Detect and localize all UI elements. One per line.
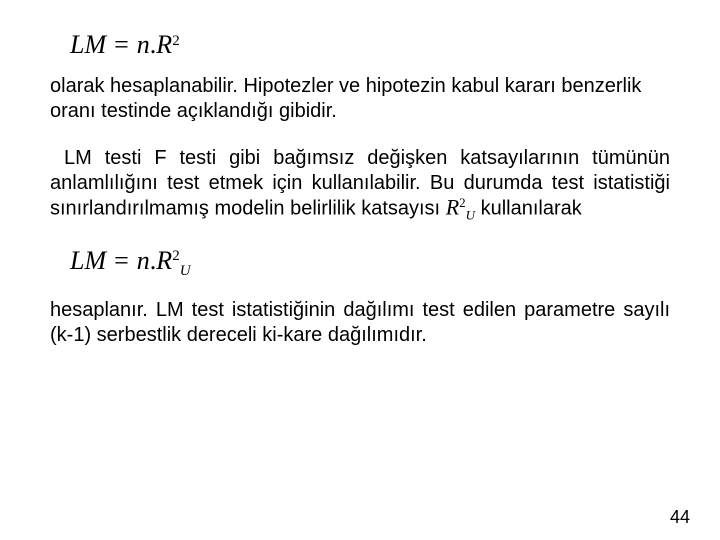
formula2-sub: U — [180, 263, 191, 279]
paragraph-2: LM testi F testi gibi bağımsız değişken … — [50, 146, 670, 222]
inline-R: R — [446, 195, 459, 220]
formula2-eq: = — [114, 246, 129, 275]
inline-formula-ru2: R2U — [446, 196, 475, 222]
formula-lm-nr2: LM = n.R2 — [70, 30, 670, 60]
formula1-R: R — [156, 30, 172, 59]
paragraph-1: olarak hesaplanabilir. Hipotezler ve hip… — [50, 74, 670, 124]
formula-lm-nru2: LM = n.R2U — [70, 246, 670, 278]
formula2-lhs: LM — [70, 246, 106, 275]
paragraph-3: hesaplanır. LM test istatistiğinin dağıl… — [50, 298, 670, 348]
formula1-lhs: LM — [70, 30, 106, 59]
formula1-eq: = — [114, 30, 129, 59]
formula2-n: n — [137, 246, 150, 275]
inline-sub: U — [466, 208, 475, 223]
formula2-sup: 2 — [172, 248, 180, 264]
formula1-sup: 2 — [172, 33, 180, 49]
formula2-R: R — [156, 246, 172, 275]
page-number: 44 — [670, 507, 690, 528]
para2-after: kullanılarak — [475, 198, 582, 220]
formula1-n: n — [137, 30, 150, 59]
